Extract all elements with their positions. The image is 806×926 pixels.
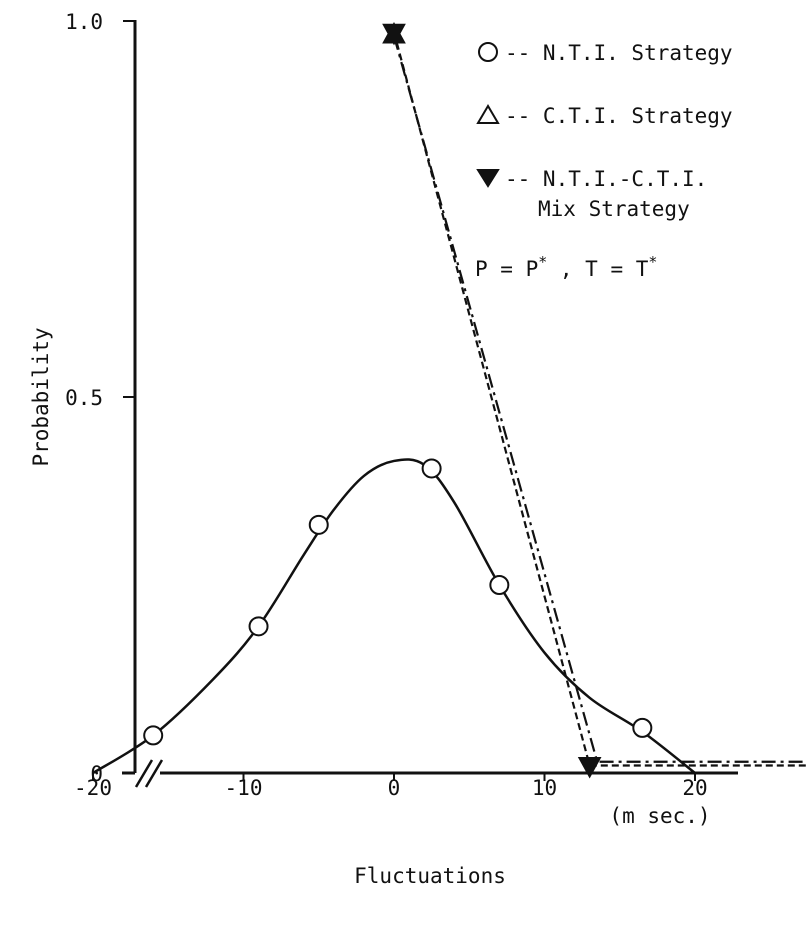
x-tick-label: 10	[532, 776, 557, 800]
y-axis-title: Probability	[29, 327, 53, 466]
x-tick-label: 0	[388, 776, 401, 800]
cti-point-marker	[382, 22, 406, 44]
nti-point-marker	[489, 575, 510, 595]
y-tick-label: 0.5	[65, 386, 103, 410]
nti-point-marker	[308, 514, 329, 535]
x-axis-unit: (m sec.)	[609, 804, 710, 828]
x-tick-label: -10	[225, 776, 263, 800]
x-axis-title: Fluctuations	[354, 864, 506, 888]
x-tick-label: -20	[74, 776, 112, 800]
legend-label-cti: -- C.T.I. Strategy	[505, 104, 733, 128]
nti-point-marker	[248, 616, 269, 637]
series-line-cti	[392, 35, 806, 763]
y-tick-label: 1.0	[65, 10, 103, 34]
x-tick-label: 20	[682, 776, 707, 800]
plot-markers	[143, 22, 653, 779]
axis-break-mark	[134, 759, 154, 788]
axis-break-mark	[144, 759, 164, 788]
nti-point-marker	[421, 458, 442, 479]
legend-circle-marker	[478, 42, 498, 62]
plot-lines	[92, 31, 806, 775]
x-ticks: -30-20-10010203040	[74, 773, 708, 800]
legend: -- N.T.I. Strategy -- C.T.I. Strategy --…	[475, 41, 733, 281]
y-ticks: 00.51.0	[65, 10, 135, 786]
legend-label-mix: -- N.T.I.-C.T.I.	[505, 167, 707, 191]
mix-point-marker	[577, 756, 602, 779]
nti-point-marker	[143, 725, 164, 746]
legend-inverted-triangle-marker	[476, 169, 500, 188]
legend-triangle-marker	[476, 104, 500, 124]
nti-point-marker	[632, 717, 653, 738]
series-line-mix	[392, 31, 806, 767]
legend-annotation: P = P* , T = T*	[475, 253, 657, 281]
legend-label-nti: -- N.T.I. Strategy	[505, 41, 733, 65]
legend-label-mix-line2: Mix Strategy	[538, 197, 690, 221]
series-line-nti	[92, 458, 696, 775]
